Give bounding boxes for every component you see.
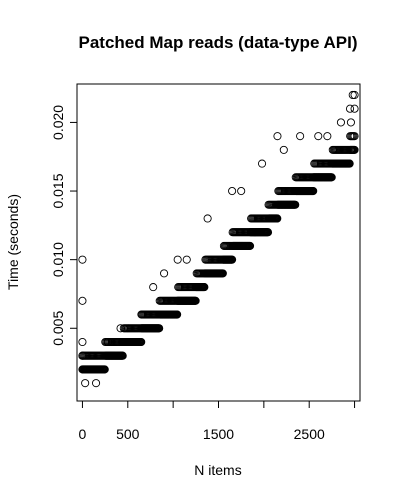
x-tick-label: 1500 (203, 426, 234, 442)
data-point-outlier (296, 132, 305, 141)
data-point-outlier (182, 255, 191, 264)
data-point-outlier (81, 379, 90, 388)
data-point-outlier (350, 90, 359, 100)
data-point-outlier (279, 145, 288, 154)
data-point-outlier (203, 214, 212, 223)
y-tick-label: 0.005 (50, 311, 66, 346)
data-point-outlier (116, 324, 125, 333)
data-point-outlier (160, 269, 169, 278)
data-point-outlier (336, 118, 346, 127)
data-point (228, 255, 237, 264)
data-point-outlier (257, 159, 267, 168)
data-point-outlier (137, 310, 146, 319)
data-point (246, 241, 255, 250)
data-point-outlier (149, 283, 158, 292)
x-tick-label: 500 (116, 426, 140, 442)
data-point-outlier (348, 90, 357, 100)
y-tick-label: 0.015 (50, 173, 66, 208)
data-point-outlier (273, 132, 282, 141)
data-point (350, 145, 359, 154)
data-point (218, 269, 227, 278)
data-point (291, 200, 300, 209)
data-point (173, 310, 182, 319)
data-point (273, 214, 282, 223)
data-point (327, 173, 336, 182)
data-point-outlier (78, 337, 87, 347)
data-point (191, 296, 200, 305)
y-tick-label: 0.010 (50, 242, 66, 277)
data-point (309, 186, 318, 196)
x-tick-label: 0 (79, 426, 87, 442)
data-point (100, 365, 109, 374)
data-point (263, 228, 273, 237)
data-point (155, 324, 164, 333)
data-point-outlier (173, 255, 182, 264)
data-point-outlier (350, 104, 359, 113)
data-point (200, 283, 209, 292)
data-points (78, 90, 359, 388)
data-point-outlier (345, 104, 355, 113)
data-point-outlier (103, 337, 112, 347)
data-point-outlier (323, 132, 332, 141)
y-axis: 0.005 0.010 0.015 0.020 (50, 105, 78, 346)
data-point-outlier (92, 379, 101, 388)
data-point-outlier (314, 132, 323, 141)
data-point (118, 351, 127, 360)
chart-title: Patched Map reads (data-type API) (79, 33, 358, 52)
data-point (137, 337, 146, 347)
data-point-outlier (78, 296, 87, 305)
x-axis-label: N items (194, 462, 241, 478)
data-point-outlier (228, 186, 237, 196)
x-tick-label: 2500 (294, 426, 325, 442)
y-axis-label: Time (seconds) (5, 194, 21, 290)
data-point (345, 159, 354, 168)
data-point-outlier (78, 255, 87, 264)
y-tick-label: 0.020 (50, 105, 66, 140)
data-point-outlier (78, 351, 87, 360)
x-axis: 0 500 1500 2500 (79, 400, 356, 442)
data-point-outlier (237, 186, 246, 196)
data-point (350, 132, 359, 141)
data-point-outlier (346, 118, 355, 127)
